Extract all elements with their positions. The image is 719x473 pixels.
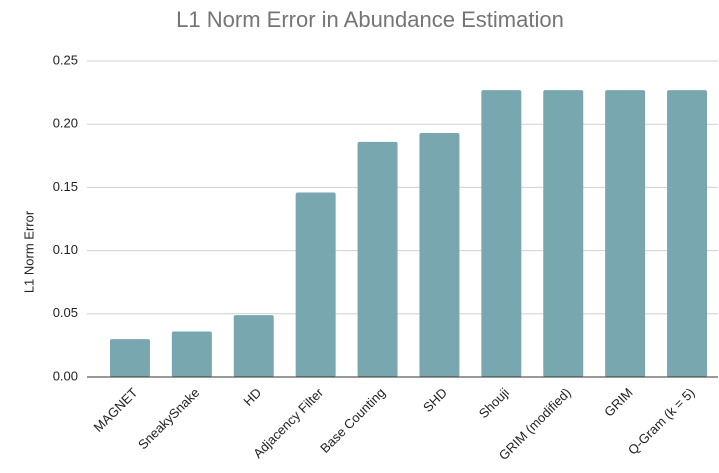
y-axis-label: L1 Norm Error — [21, 210, 36, 293]
x-tick-label: Shouji — [476, 385, 512, 421]
bar — [667, 90, 708, 378]
x-tick-label: SHD — [420, 385, 450, 415]
x-tick-label: Q-Gram (k = 5) — [625, 385, 698, 458]
y-tick-label: 0.05 — [53, 305, 78, 320]
bar — [605, 90, 646, 378]
x-tick-label: Base Counting — [317, 385, 388, 456]
chart-title: L1 Norm Error in Abundance Estimation — [176, 7, 564, 32]
bar — [419, 133, 460, 377]
y-tick-label: 0.20 — [53, 116, 78, 131]
x-tick-label: MAGNET — [91, 385, 141, 435]
bar — [171, 331, 212, 377]
bar — [233, 315, 274, 377]
y-tick-label: 0.25 — [53, 52, 78, 67]
bar — [109, 339, 150, 377]
y-tick-label: 0.15 — [53, 179, 78, 194]
bar — [481, 90, 522, 378]
y-tick-label: 0.10 — [53, 242, 78, 257]
y-tick-label: 0.00 — [53, 368, 78, 383]
x-tick-label: SneakySnake — [135, 385, 202, 452]
bar — [295, 192, 336, 377]
bar — [543, 90, 584, 378]
x-tick-label: HD — [240, 385, 264, 409]
bar — [357, 141, 398, 377]
x-tick-label: GRIM — [601, 385, 636, 420]
